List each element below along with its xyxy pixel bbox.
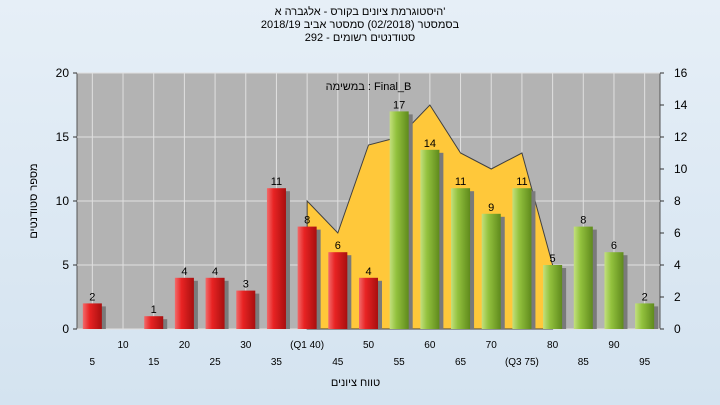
x-tick-label: 15 xyxy=(148,357,160,368)
bar xyxy=(266,188,286,329)
bar xyxy=(512,188,532,329)
x-tick-label: 65 xyxy=(455,357,467,368)
x-tick-label: 60 xyxy=(424,340,436,351)
bar xyxy=(635,303,655,329)
x-tick-label: 30 xyxy=(240,340,252,351)
bar-value-label: 5 xyxy=(550,253,556,265)
x-tick-label: 85 xyxy=(578,357,590,368)
x-tick-label: 20 xyxy=(179,340,191,351)
bar xyxy=(144,316,164,329)
y2-tick-label: 8 xyxy=(674,194,681,208)
y-tick-label: 0 xyxy=(62,322,69,336)
bar xyxy=(481,213,501,329)
bar-value-label: 17 xyxy=(393,99,405,111)
x-tick-label: 55 xyxy=(394,357,406,368)
x-tick-label: (Q1 40) xyxy=(290,340,324,351)
bar xyxy=(543,265,563,329)
y2-tick-label: 12 xyxy=(674,130,688,144)
bar-value-label: 9 xyxy=(488,202,494,214)
bar xyxy=(573,226,593,329)
x-tick-label: 45 xyxy=(332,357,344,368)
y2-tick-label: 10 xyxy=(674,162,688,176)
x-tick-label: (Q3 75) xyxy=(505,357,539,368)
bar-value-label: 3 xyxy=(243,279,249,291)
y2-tick-label: 0 xyxy=(674,322,681,336)
y2-tick-label: 14 xyxy=(674,98,688,112)
x-tick-label: 95 xyxy=(639,357,651,368)
bar-value-label: 2 xyxy=(642,291,648,303)
bar-value-label: 11 xyxy=(516,176,527,188)
bar xyxy=(604,252,624,329)
bar-value-label: 8 xyxy=(580,215,586,227)
y2-tick-label: 16 xyxy=(674,66,688,80)
y2-tick-label: 6 xyxy=(674,226,681,240)
x-tick-label: 5 xyxy=(90,357,96,368)
bar xyxy=(358,277,379,329)
bar xyxy=(174,277,194,329)
bar-value-label: 2 xyxy=(89,291,95,303)
x-tick-label: 70 xyxy=(486,340,498,351)
bar-value-label: 6 xyxy=(335,240,341,252)
y-tick-label: 10 xyxy=(56,194,70,208)
bar xyxy=(82,303,102,329)
bar-value-label: 1 xyxy=(151,304,157,316)
x-tick-label: 10 xyxy=(117,340,129,351)
bar xyxy=(389,111,409,330)
y-axis-title: מספר סטודנטים xyxy=(28,163,40,238)
bar-value-label: 4 xyxy=(365,266,371,278)
bar xyxy=(420,149,440,329)
chart-subtitle-students: סטודנטים רשומים - 292 xyxy=(304,32,416,44)
bar xyxy=(297,226,317,329)
bar-value-label: 11 xyxy=(271,176,282,188)
x-tick-label: 90 xyxy=(608,340,620,351)
bar-value-label: 8 xyxy=(304,215,310,227)
y2-tick-label: 2 xyxy=(674,290,681,304)
x-tick-label: 50 xyxy=(363,340,375,351)
bar xyxy=(236,290,256,329)
x-axis-title: טווח ציונים xyxy=(331,377,380,389)
x-tick-label: 25 xyxy=(210,357,222,368)
y-tick-label: 15 xyxy=(56,130,70,144)
bar xyxy=(205,277,225,329)
bar-value-label: 6 xyxy=(611,240,617,252)
bar-value-label: 4 xyxy=(212,266,218,278)
y-tick-label: 20 xyxy=(56,66,70,80)
bar-value-label: 11 xyxy=(455,176,466,188)
legend-label: במשימה : Final_B xyxy=(326,81,412,93)
chart-title: היסטוגרמת ציונים בקורס - אלגברה א' xyxy=(274,6,446,18)
chart-subtitle-semester: בסמסטר (02/2018) סמסטר אביב 2018/19 xyxy=(260,19,460,31)
bar-value-label: 14 xyxy=(424,138,436,150)
x-tick-label: 35 xyxy=(271,357,283,368)
x-tick-label: 80 xyxy=(547,340,559,351)
bar xyxy=(451,188,471,329)
y-tick-label: 5 xyxy=(62,258,69,272)
bar xyxy=(328,252,348,329)
y2-tick-label: 4 xyxy=(674,258,681,272)
bar-value-label: 4 xyxy=(181,266,187,278)
